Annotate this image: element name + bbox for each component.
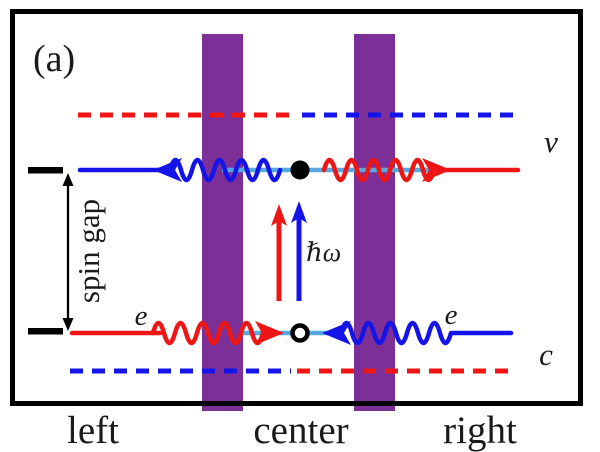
lower-left-arrowhead-icon	[255, 321, 284, 345]
tunnel-barrier-left	[202, 34, 243, 411]
tunnel-barrier-right	[354, 34, 395, 411]
filled-electron-dot	[290, 160, 310, 180]
lower-right-blue-wavy-line	[338, 320, 454, 346]
open-hole-circle	[290, 323, 310, 343]
spin-gap-bottom-tick	[28, 328, 63, 335]
spin-gap-top-tick	[28, 167, 63, 174]
electron-label-right: e	[445, 299, 458, 331]
spin-gap-arrow-down-head-icon	[62, 318, 74, 331]
figure-frame	[10, 9, 583, 406]
upper-right-arrowhead-icon	[422, 158, 451, 182]
upper-left-blue-wavy-line	[167, 157, 283, 183]
region-label-left: left	[67, 409, 119, 452]
upper-right-red-wavy-line	[321, 157, 437, 183]
electron-label-left: e	[135, 300, 148, 332]
region-label-right: right	[443, 409, 517, 452]
upper-left-arrowhead-icon	[153, 158, 182, 182]
photon-arrow-red-head-icon	[271, 204, 287, 226]
spin-gap-arrow-up-head-icon	[62, 173, 74, 186]
valence-band-label: v	[544, 124, 558, 159]
panel-label: (a)	[33, 38, 75, 80]
photon-arrow-blue-head-icon	[291, 201, 307, 223]
lower-left-red-wavy-line	[150, 320, 266, 346]
conduction-band-label: c	[539, 337, 553, 372]
region-label-center: center	[253, 409, 348, 452]
photon-energy-label: ℏω	[306, 238, 341, 267]
spin-gap-label: spin gap	[71, 199, 106, 303]
